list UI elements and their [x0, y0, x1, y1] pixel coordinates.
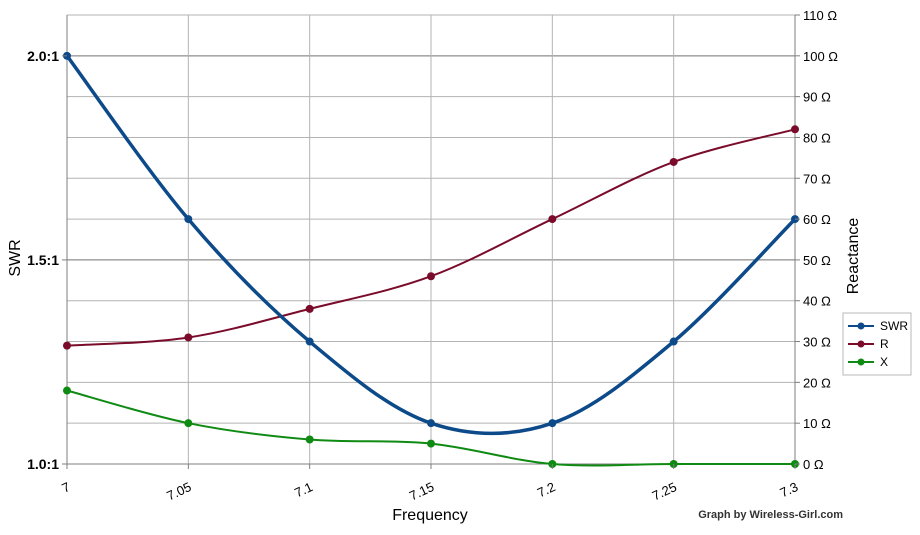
ticks: 1.0:1 1.5:1 2.0:1 0 Ω 10 Ω 20 Ω 30 Ω 40 Ω 50 Ω 60… [27, 8, 838, 503]
y-right-tick-label: 100 Ω [803, 49, 838, 64]
y-right-tick-label: 90 Ω [803, 90, 831, 105]
data-point-swr [427, 419, 435, 428]
x-tick-label: 7.25 [650, 479, 679, 503]
x-tick-label: 7.05 [164, 479, 193, 503]
y-right-tick-label: 70 Ω [803, 171, 831, 186]
data-point-swr [305, 337, 314, 346]
x-axis-title: Frequency [392, 507, 468, 524]
y-right-tick-label: 20 Ω [803, 375, 831, 390]
y-right-tick-label: 0 Ω [803, 457, 824, 472]
legend-marker-x [857, 358, 865, 366]
y-right-tick-label: 10 Ω [803, 416, 831, 431]
x-tick-label: 7 [59, 479, 72, 496]
y-right-tick-label: 40 Ω [803, 294, 831, 309]
data-point-swr [184, 215, 193, 224]
legend-marker-swr [857, 322, 865, 330]
x-tick-label: 7.1 [292, 479, 315, 500]
y-right-tick-label: 30 Ω [803, 335, 831, 350]
x-tick-label: 7.15 [407, 479, 436, 503]
y-left-tick-label: 2.0:1 [27, 48, 59, 64]
data-point-r [669, 157, 678, 166]
x-tick-label: 7.2 [535, 479, 558, 500]
data-point-swr [669, 337, 678, 346]
data-point-r [305, 304, 314, 313]
data-point-x [427, 439, 435, 448]
legend: SWR RX [842, 312, 912, 376]
data-point-r [427, 272, 435, 281]
series-layer [63, 51, 799, 468]
x-tick-label: 7.3 [778, 479, 801, 500]
y-left-tick-label: 1.5:1 [27, 252, 59, 268]
legend-label-swr: SWR [880, 319, 908, 333]
y-right-tick-label: 50 Ω [803, 253, 831, 268]
y-axis-right-title: Reactance [845, 218, 862, 295]
data-point-r [548, 215, 557, 224]
y-right-tick-label: 80 Ω [803, 130, 831, 145]
legend-marker-r [857, 340, 865, 348]
data-point-x [63, 386, 71, 395]
legend-label-r: R [880, 337, 889, 351]
y-right-tick-label: 110 Ω [803, 8, 837, 23]
legend-label-x: X [880, 355, 888, 369]
data-point-x [184, 419, 193, 428]
data-point-r [791, 125, 799, 134]
grid [66, 14, 796, 465]
data-point-r [63, 341, 71, 350]
y-left-tick-label: 1.0:1 [27, 456, 59, 472]
y-right-tick-label: 60 Ω [803, 212, 831, 227]
data-point-swr [548, 419, 557, 428]
data-point-x [305, 435, 314, 444]
chart-credit: Graph by Wireless-Girl.com [698, 509, 843, 521]
y-axis-left-title: SWR [7, 239, 24, 276]
data-point-r [184, 333, 193, 342]
